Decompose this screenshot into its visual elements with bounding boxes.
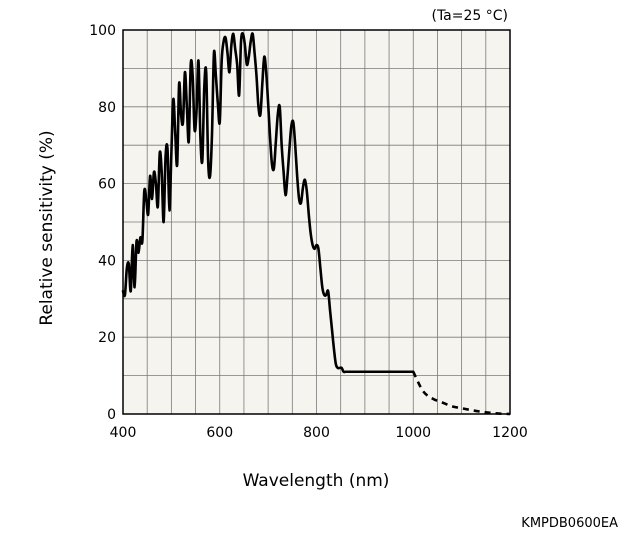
y-tick-label: 60 [98,177,116,193]
plot-frame [122,29,511,415]
x-axis-title: Wavelength (nm) [243,471,390,491]
measurement-condition: (Ta=25 °C) [431,8,508,24]
y-tick-label: 20 [98,330,116,346]
x-axis-ticks: 400 600 800 1000 1200 [110,425,528,441]
y-axis-title: Relative sensitivity (%) [37,130,57,325]
x-tick-label: 1200 [492,425,528,441]
x-tick-label: 600 [206,425,233,441]
x-tick-label: 400 [110,425,137,441]
y-tick-label: 40 [98,253,116,269]
y-axis-ticks: 0 20 40 60 80 100 [89,23,116,423]
x-tick-label: 1000 [395,425,431,441]
series-line-measured [121,31,415,374]
document-code: KMPDB0600EA [521,516,618,531]
y-tick-label: 80 [98,100,116,116]
x-tick-label: 800 [303,425,330,441]
grid [122,29,511,415]
y-tick-label: 100 [89,23,116,39]
y-tick-label: 0 [107,407,116,423]
series-group [121,31,511,416]
